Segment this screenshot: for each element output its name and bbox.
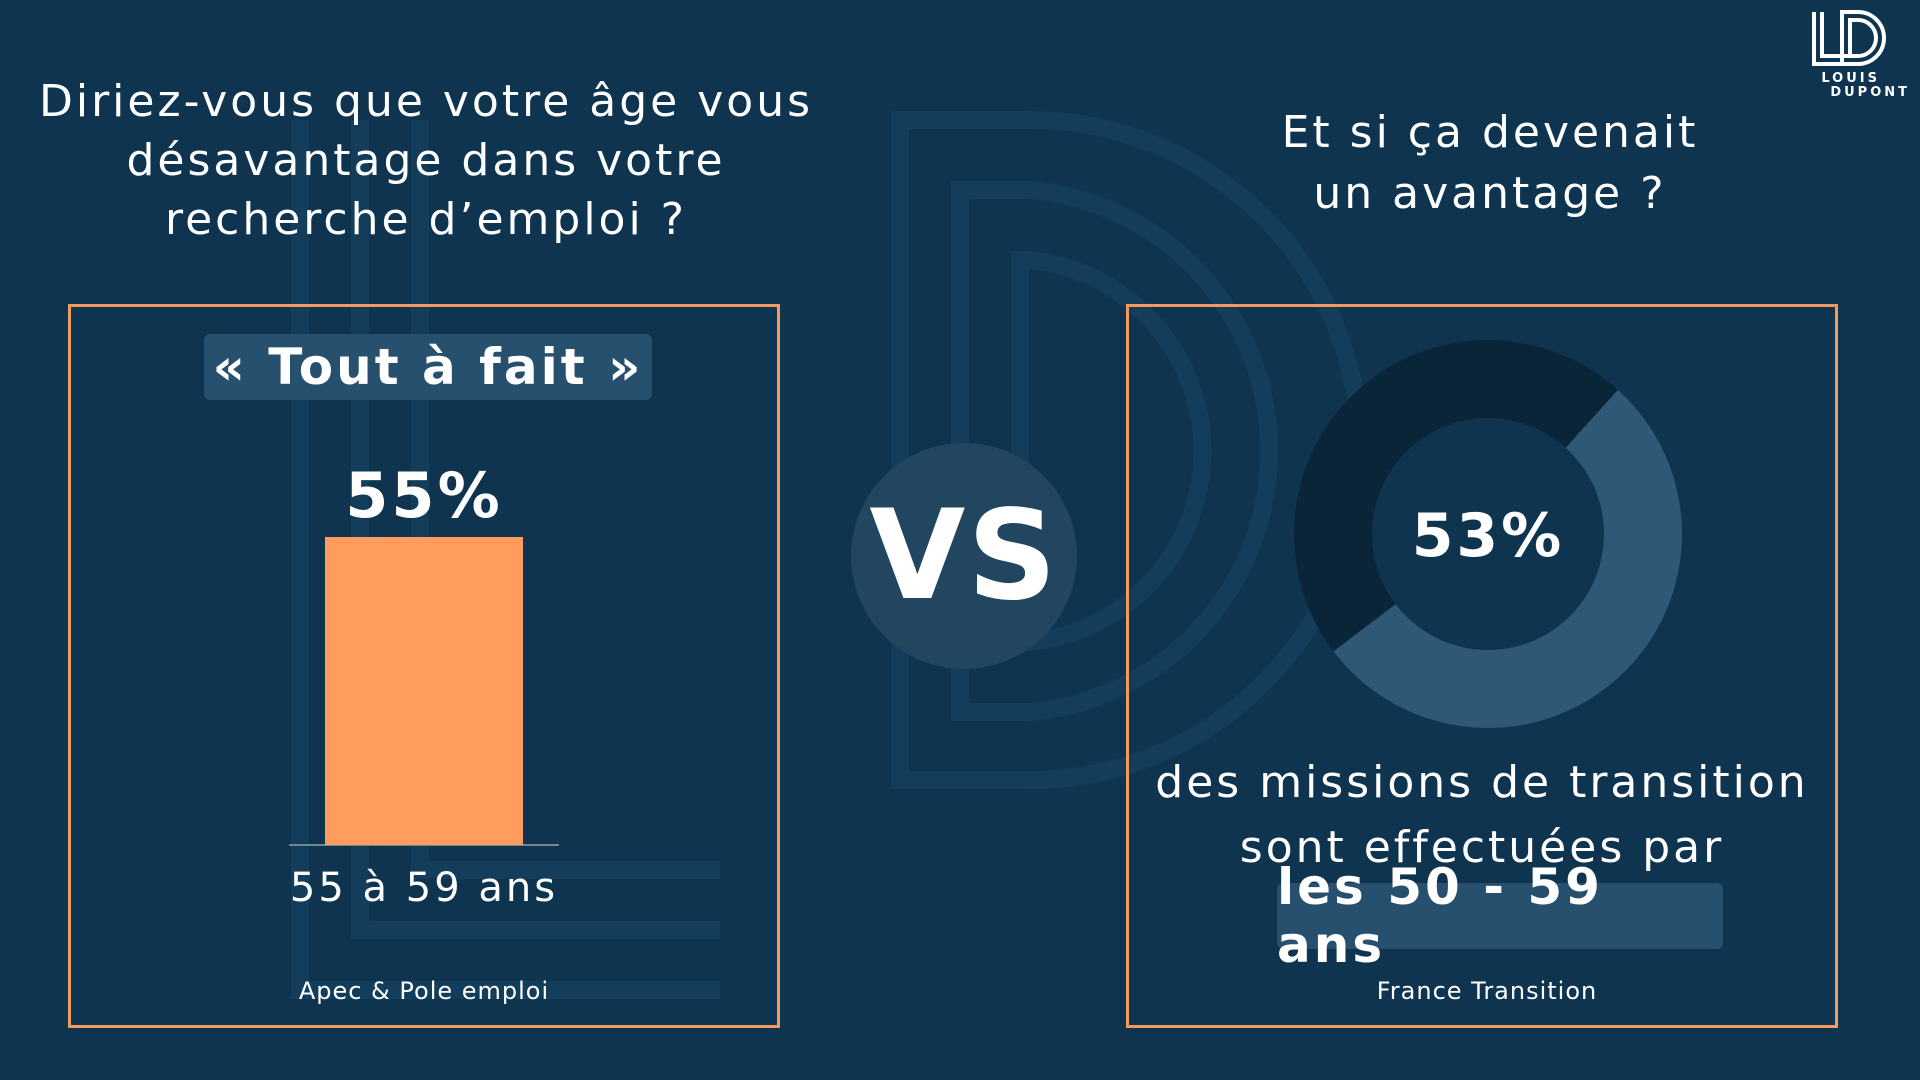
right-question-heading: Et si ça devenait un avantage ? — [1281, 107, 1699, 219]
bar-chart: 55% — [289, 459, 559, 846]
bar-category-label: 55 à 59 ans — [289, 865, 559, 911]
description-line1: des missions de transition — [1155, 757, 1809, 808]
right-stat-panel: 53% des missions de transition sont effe… — [1126, 304, 1838, 1028]
donut-center-label: 53% — [1412, 501, 1565, 571]
ld-logo-icon — [1812, 10, 1886, 66]
age-highlight-badge: les 50 - 59 ans — [1277, 858, 1723, 974]
description-line2: sont effectuées par — [1239, 822, 1725, 873]
left-source-label: Apec & Pole emploi — [298, 977, 550, 1005]
logo-text-line2: DUPONT — [1830, 85, 1910, 100]
right-source-label: France Transition — [1376, 977, 1598, 1005]
bar-0 — [325, 537, 523, 845]
vs-badge: VS — [851, 443, 1077, 669]
logo-text-line1: LOUIS — [1821, 71, 1880, 86]
donut-slice-0 — [1333, 389, 1682, 729]
left-question-heading: Diriez-vous que votre âge vous désavanta… — [38, 76, 814, 245]
brand-logo: LOUIS DUPONT — [1798, 8, 1910, 100]
donut-slice-1 — [1294, 340, 1618, 652]
donut-chart: 53% — [1294, 340, 1682, 729]
bar-value-label-0: 55% — [345, 459, 502, 532]
left-stat-panel: « Tout à fait » 55% 55 à 59 ans Apec & P… — [68, 304, 780, 1028]
answer-tag: « Tout à fait » — [204, 334, 652, 400]
